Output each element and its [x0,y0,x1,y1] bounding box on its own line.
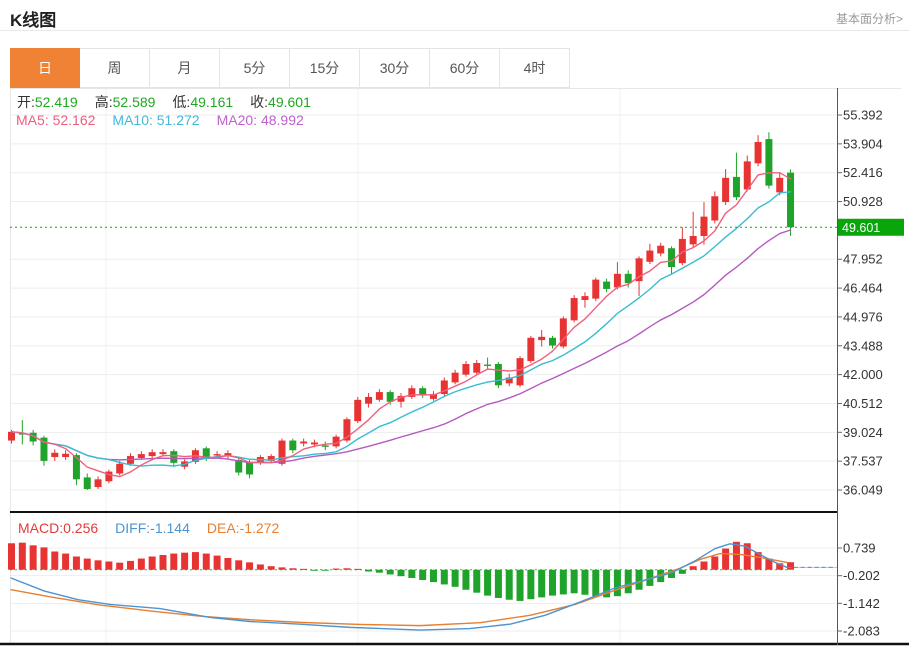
page-title: K线图 [10,11,57,30]
svg-text:53.904: 53.904 [843,136,883,151]
period-tab-5[interactable]: 30分 [360,48,430,88]
svg-text:40.512: 40.512 [843,396,883,411]
svg-text:43.488: 43.488 [843,338,883,353]
period-tab-6[interactable]: 60分 [430,48,500,88]
svg-text:49.601: 49.601 [842,221,880,235]
svg-text:36.049: 36.049 [843,483,883,498]
svg-text:46.464: 46.464 [843,281,883,296]
period-tab-3[interactable]: 5分 [220,48,290,88]
period-tab-4[interactable]: 15分 [290,48,360,88]
svg-text:-0.202: -0.202 [843,568,880,583]
svg-text:-2.083: -2.083 [843,624,880,639]
period-tab-1[interactable]: 周 [80,48,150,88]
period-tab-7[interactable]: 4时 [500,48,570,88]
period-tab-2[interactable]: 月 [150,48,220,88]
svg-text:39.024: 39.024 [843,425,883,440]
kline-chart-area: 55.392 53.904 52.416 50.928 47.952 46.464 44.9… [0,88,909,647]
svg-text:50.928: 50.928 [843,194,883,209]
svg-text:52.416: 52.416 [843,165,883,180]
svg-text:47.952: 47.952 [843,252,883,267]
svg-text:0.739: 0.739 [843,541,876,556]
svg-text:55.392: 55.392 [843,108,883,123]
svg-text:37.537: 37.537 [843,454,883,469]
svg-text:-1.142: -1.142 [843,596,880,611]
kline-chart-canvas[interactable]: 55.392 53.904 52.416 50.928 47.952 46.464 44.9… [0,88,909,647]
fundamental-analysis-link[interactable]: 基本面分析> [835,12,903,26]
svg-text:44.976: 44.976 [843,309,883,324]
svg-text:42.000: 42.000 [843,367,883,382]
period-tabs: 日周月 5分 15分 30分 60分 4时 [10,48,909,88]
period-tab-0[interactable]: 日 [10,48,80,88]
page-header: K线图 基本面分析> [0,0,909,31]
